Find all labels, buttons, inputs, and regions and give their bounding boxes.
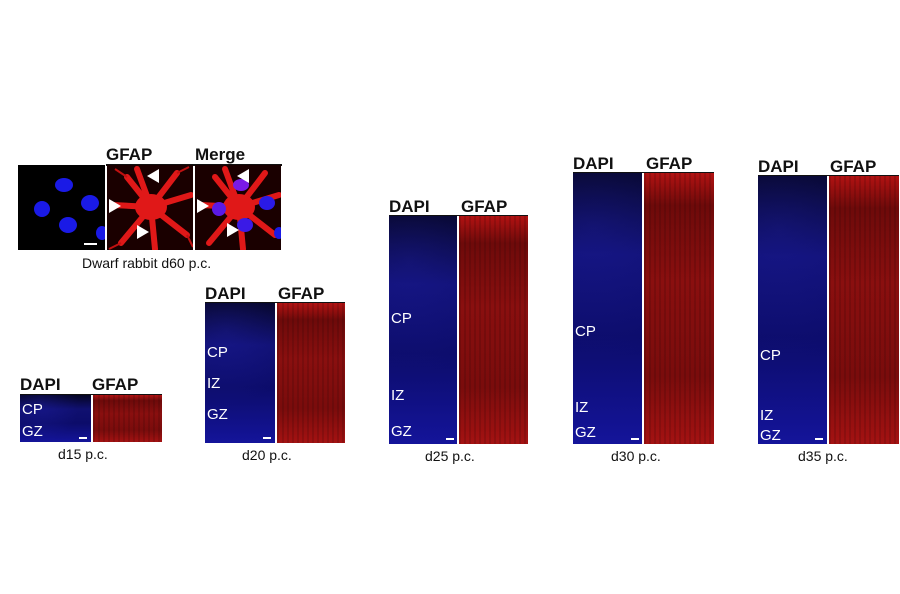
d35-divider bbox=[827, 176, 829, 444]
d35-scale-bar bbox=[815, 438, 823, 440]
d15-label-gz: GZ bbox=[22, 423, 43, 440]
d35-label-cp: CP bbox=[760, 347, 781, 364]
d30-label-cp: CP bbox=[575, 323, 596, 340]
d15-divider bbox=[91, 395, 93, 442]
d25-scale-bar bbox=[446, 438, 454, 440]
d20-header-gfap: GFAP bbox=[278, 284, 325, 303]
d20-header-dapi: DAPI bbox=[205, 284, 246, 303]
d20-dapi-image bbox=[205, 303, 275, 443]
d25-label-cp: CP bbox=[391, 310, 412, 327]
arrowhead-icon bbox=[237, 169, 249, 183]
d30-scale-bar bbox=[631, 438, 639, 440]
d30-dapi-image bbox=[573, 173, 642, 444]
d20-label-iz: IZ bbox=[207, 375, 221, 392]
d35-dapi-image bbox=[758, 176, 827, 444]
d35-header-underline bbox=[758, 175, 899, 177]
inset-header-gfap: GFAP bbox=[106, 145, 153, 164]
inset-gfap-image bbox=[107, 165, 193, 250]
d15-scale-bar bbox=[79, 437, 87, 439]
inset-header-underline bbox=[106, 164, 282, 166]
d30-header-gfap: GFAP bbox=[646, 154, 693, 173]
d30-label-gz: GZ bbox=[575, 424, 596, 441]
d30-divider bbox=[642, 173, 644, 444]
d25-gfap-image bbox=[459, 216, 528, 444]
d35-label-gz: GZ bbox=[760, 427, 781, 444]
d35-label-iz: IZ bbox=[760, 407, 774, 424]
d20-scale-bar bbox=[263, 437, 271, 439]
d30-caption: d30 p.c. bbox=[611, 448, 661, 464]
d20-divider bbox=[275, 303, 277, 443]
d25-header-underline bbox=[389, 215, 528, 217]
d20-label-gz: GZ bbox=[207, 406, 228, 423]
d20-label-cp: CP bbox=[207, 344, 228, 361]
d15-header-dapi: DAPI bbox=[20, 375, 61, 394]
inset-dapi-image bbox=[18, 165, 105, 250]
d35-header-gfap: GFAP bbox=[830, 157, 877, 176]
inset-dapi-nuclei bbox=[34, 178, 105, 240]
d20-gfap-image bbox=[277, 303, 345, 443]
inset-header-merge: Merge bbox=[195, 145, 246, 164]
d25-header-dapi: DAPI bbox=[389, 197, 430, 216]
inset-caption: Dwarf rabbit d60 p.c. bbox=[82, 255, 212, 271]
d15-header-underline bbox=[20, 394, 162, 396]
d30-gfap-image bbox=[644, 173, 714, 444]
d30-header-dapi: DAPI bbox=[573, 154, 614, 173]
arrowhead-icon bbox=[109, 199, 121, 213]
d35-caption: d35 p.c. bbox=[798, 448, 848, 464]
d15-header-gfap: GFAP bbox=[92, 375, 139, 394]
d25-caption: d25 p.c. bbox=[425, 448, 475, 464]
arrowhead-icon bbox=[137, 225, 149, 239]
d30-header-underline bbox=[573, 172, 714, 174]
d20-caption: d20 p.c. bbox=[242, 447, 292, 463]
inset-scale-bar bbox=[84, 243, 97, 245]
arrowhead-icon bbox=[227, 223, 239, 237]
d15-dapi-image bbox=[20, 395, 91, 442]
d15-gfap-image bbox=[93, 395, 162, 442]
d35-header-dapi: DAPI bbox=[758, 157, 799, 176]
d25-label-iz: IZ bbox=[391, 387, 405, 404]
arrowhead-icon bbox=[147, 169, 159, 183]
arrowhead-icon bbox=[197, 199, 209, 213]
d20-header-underline bbox=[205, 302, 345, 304]
inset-merge-image bbox=[195, 165, 281, 250]
d25-label-gz: GZ bbox=[391, 423, 412, 440]
d25-header-gfap: GFAP bbox=[461, 197, 508, 216]
d30-label-iz: IZ bbox=[575, 399, 589, 416]
d25-dapi-image bbox=[389, 216, 457, 444]
d35-gfap-image bbox=[829, 176, 899, 444]
d25-divider bbox=[457, 216, 459, 444]
d15-caption: d15 p.c. bbox=[58, 446, 108, 462]
d15-label-cp: CP bbox=[22, 401, 43, 418]
inset-astrocyte bbox=[108, 166, 193, 250]
